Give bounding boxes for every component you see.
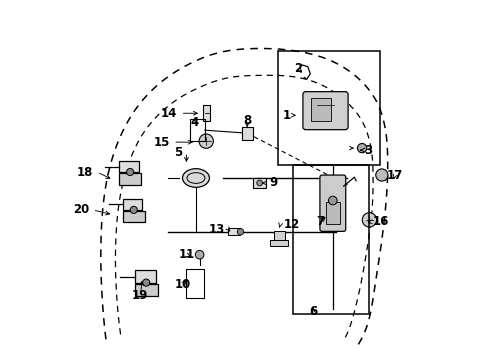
Bar (270, 240, 288, 246)
Text: 17: 17 (387, 168, 403, 181)
Bar (242, 127, 252, 140)
FancyBboxPatch shape (303, 92, 348, 130)
Text: 3: 3 (364, 144, 372, 157)
Circle shape (196, 251, 204, 259)
Text: 15: 15 (153, 136, 170, 149)
Text: 7: 7 (317, 215, 324, 228)
Text: 9: 9 (269, 176, 277, 189)
Text: 1: 1 (282, 109, 291, 122)
Ellipse shape (182, 169, 209, 187)
Bar (120, 161, 139, 172)
Text: 19: 19 (132, 289, 148, 302)
Bar (203, 105, 211, 121)
Circle shape (130, 206, 137, 213)
Bar (326, 202, 340, 224)
Bar (186, 269, 204, 298)
Circle shape (362, 213, 377, 227)
Bar (311, 98, 331, 121)
Circle shape (237, 229, 244, 235)
Text: 6: 6 (309, 305, 317, 318)
Circle shape (357, 144, 367, 153)
Bar (190, 120, 205, 141)
Text: 16: 16 (373, 215, 390, 228)
Text: 13: 13 (209, 223, 225, 236)
Bar (278, 50, 380, 165)
Circle shape (199, 134, 213, 148)
Circle shape (126, 168, 134, 176)
Text: 14: 14 (161, 107, 177, 120)
Text: 12: 12 (284, 218, 300, 231)
Bar (274, 231, 285, 246)
Bar (253, 178, 266, 188)
Circle shape (143, 279, 150, 286)
Circle shape (257, 180, 263, 186)
Text: 18: 18 (77, 166, 94, 179)
Bar (293, 165, 369, 315)
Bar (120, 173, 141, 185)
Bar (135, 284, 158, 296)
Circle shape (328, 196, 337, 205)
Text: 20: 20 (73, 203, 89, 216)
Text: 5: 5 (174, 145, 183, 159)
Text: 10: 10 (174, 278, 191, 291)
Text: 11: 11 (178, 248, 195, 261)
Bar (227, 228, 241, 235)
Text: 2: 2 (294, 62, 302, 75)
Text: 4: 4 (191, 116, 198, 129)
Bar (123, 211, 145, 222)
FancyBboxPatch shape (320, 175, 346, 231)
Bar (135, 270, 155, 283)
Circle shape (376, 169, 388, 181)
Text: 8: 8 (243, 114, 251, 127)
Bar (123, 199, 143, 210)
